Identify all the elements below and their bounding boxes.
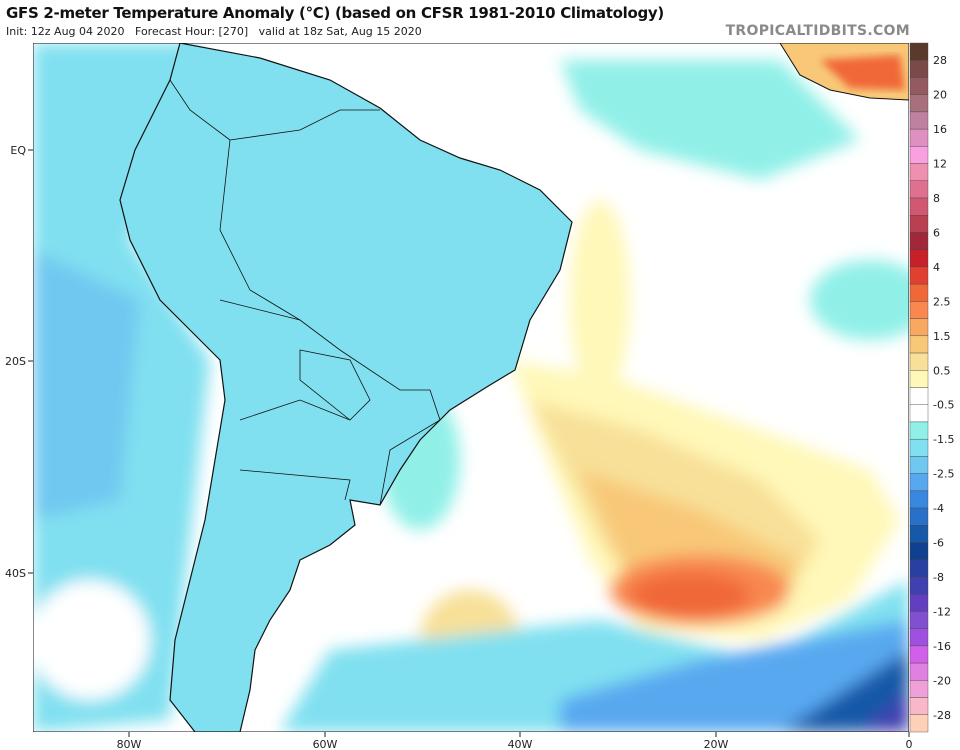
colorbar-swatch (909, 387, 929, 405)
colorbar-swatch (909, 611, 929, 629)
colorbar-swatch (909, 421, 929, 440)
colorbar-swatch (909, 335, 929, 354)
colorbar-label: 0.5 (933, 364, 951, 377)
colorbar-swatch (909, 352, 929, 371)
colorbar-swatch (909, 128, 929, 147)
colorbar-label: -28 (933, 709, 951, 722)
colorbar-swatch (909, 283, 929, 302)
colorbar-label: 12 (933, 158, 947, 171)
colorbar-label: -2.5 (933, 468, 954, 481)
colorbar-swatch (909, 680, 929, 698)
colorbar-label: -12 (933, 605, 951, 618)
colorbar-swatch (909, 576, 929, 595)
colorbar-swatch (909, 370, 929, 388)
colorbar-swatch (909, 714, 929, 733)
colorbar-swatch (909, 146, 929, 164)
country-borders (169, 79, 441, 506)
lon-label: 60W (313, 738, 338, 750)
colorbar-label: 4 (933, 261, 940, 274)
colorbar-swatch (909, 232, 929, 250)
colorbar-swatch (909, 163, 929, 181)
colorbar-label: 8 (933, 192, 940, 205)
colorbar-label: 20 (933, 89, 947, 102)
brand-watermark: TROPICALTIDBITS.COM (725, 23, 910, 39)
lon-axis: 80W 60W 40W 20W 0 (117, 732, 913, 750)
colorbar-label: -1.5 (933, 433, 954, 446)
colorbar-swatch (909, 301, 929, 319)
colorbar-swatch (909, 318, 929, 337)
colorbar-swatch (909, 438, 929, 457)
colorbar-swatch (909, 456, 929, 474)
colorbar-swatch (909, 507, 929, 526)
colorbar-swatch (909, 215, 929, 233)
colorbar: 28 20 16 12 8 6 4 2.5 1.5 0.5 -0.5 -1.5 -2.5 -4 -6 -8 -1… (909, 42, 954, 733)
lat-label: EQ (10, 144, 26, 157)
lon-label: 40W (508, 738, 533, 750)
colorbar-label: -20 (933, 674, 951, 687)
colorbar-swatch (909, 662, 929, 681)
colorbar-swatch (909, 266, 929, 285)
colorbar-label: -16 (933, 640, 951, 653)
colorbar-swatch (909, 404, 929, 423)
colorbar-swatch (909, 60, 929, 78)
lat-axis: EQ 20S 40S (5, 144, 33, 580)
colorbar-swatch (909, 180, 929, 199)
lon-label: 20W (704, 738, 729, 750)
colorbar-swatch (909, 197, 929, 216)
colorbar-label: -0.5 (933, 399, 954, 412)
lon-label: 80W (117, 738, 142, 750)
map-field (33, 43, 909, 732)
colorbar-swatch (909, 525, 929, 543)
colorbar-swatch (909, 77, 929, 95)
colorbar-label: 2.5 (933, 295, 951, 308)
lat-label: 20S (5, 355, 26, 368)
colorbar-swatch (909, 249, 929, 268)
colorbar-swatch (909, 559, 929, 578)
colorbar-swatch (909, 697, 929, 715)
map-title: GFS 2-meter Temperature Anomaly (°C) (ba… (6, 4, 664, 22)
colorbar-swatch (909, 490, 929, 509)
colorbar-swatch (909, 628, 929, 647)
colorbar-swatch (909, 111, 929, 130)
colorbar-swatch (909, 94, 929, 113)
colorbar-swatch (909, 42, 929, 61)
colorbar-label: 6 (933, 226, 940, 239)
colorbar-swatch (909, 645, 929, 664)
colorbar-label: -4 (933, 502, 944, 515)
lat-label: 40S (5, 567, 26, 580)
colorbar-label: 28 (933, 54, 947, 67)
colorbar-swatch (909, 542, 929, 560)
colorbar-swatch (909, 594, 929, 612)
colorbar-label: 1.5 (933, 330, 951, 343)
lon-label: 0 (906, 738, 913, 750)
colorbar-label: -8 (933, 571, 944, 584)
colorbar-label: 16 (933, 123, 947, 136)
colorbar-label: -6 (933, 537, 944, 550)
map-subtitle: Init: 12z Aug 04 2020 Forecast Hour: [27… (6, 25, 422, 38)
colorbar-swatch (909, 473, 929, 492)
